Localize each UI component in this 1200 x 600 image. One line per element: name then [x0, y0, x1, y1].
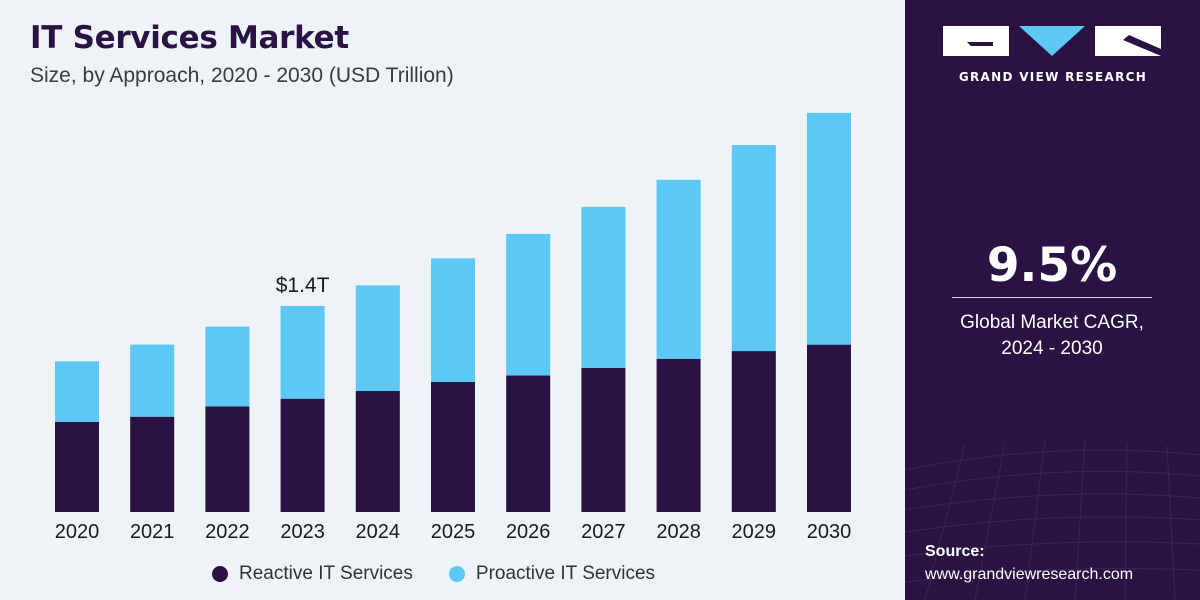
- bar-reactive-2021: [130, 416, 175, 512]
- legend-swatch-reactive: [212, 566, 228, 582]
- chart-subtitle: Size, by Approach, 2020 - 2030 (USD Tril…: [30, 64, 454, 87]
- chart-title: IT Services Market: [30, 20, 349, 56]
- bar-proactive-2028: [656, 179, 701, 359]
- bar-proactive-2027: [581, 206, 626, 368]
- x-tick-label-2022: 2022: [205, 521, 250, 543]
- x-tick-label-2021: 2021: [130, 521, 175, 543]
- bar-reactive-2024: [355, 390, 400, 512]
- cagr-label-line2: 2024 - 2030: [1001, 338, 1103, 359]
- chart-legend: Reactive IT Services Proactive IT Servic…: [212, 563, 691, 585]
- brand-name: GRAND VIEW RESEARCH: [958, 70, 1148, 84]
- source-url[interactable]: www.grandviewresearch.com: [925, 566, 1134, 583]
- decorative-grid-background: [905, 439, 1200, 600]
- bar-reactive-2025: [431, 381, 475, 512]
- cagr-label-line1: Global Market CAGR,: [960, 312, 1144, 333]
- cagr-divider: [952, 297, 1152, 298]
- x-tick-label-2030: 2030: [807, 521, 852, 543]
- bar-proactive-2029: [731, 145, 776, 352]
- bar-reactive-2027: [581, 367, 626, 512]
- legend-item-reactive: Reactive IT Services: [212, 563, 413, 585]
- bar-reactive-2023: [280, 398, 325, 512]
- chart-panel: IT Services Market Size, by Approach, 20…: [30, 20, 852, 585]
- x-tick-label-2023: 2023: [280, 521, 325, 543]
- data-label-2023: $1.4T: [276, 274, 330, 297]
- bar-reactive-2026: [506, 375, 551, 512]
- grand-view-research-logo: [943, 26, 1161, 56]
- x-tick-label-2029: 2029: [732, 521, 777, 543]
- legend-label-proactive: Proactive IT Services: [475, 563, 656, 584]
- x-tick-label-2026: 2026: [506, 521, 551, 543]
- bar-proactive-2022: [205, 326, 250, 407]
- x-tick-label-2027: 2027: [581, 521, 626, 543]
- cagr-value: 9.5%: [986, 238, 1118, 293]
- legend-item-proactive: Proactive IT Services: [448, 563, 656, 585]
- bar-proactive-2030: [807, 112, 851, 345]
- x-tick-label-2025: 2025: [431, 521, 476, 543]
- bar-reactive-2020: [55, 421, 99, 512]
- source-label: Source:: [925, 543, 985, 560]
- bar-reactive-2030: [807, 344, 851, 512]
- bar-proactive-2020: [55, 361, 99, 422]
- x-tick-label-2028: 2028: [656, 521, 701, 543]
- legend-swatch-proactive: [448, 566, 465, 582]
- bar-proactive-2021: [130, 344, 175, 417]
- bar-chart: 2020 2021 2022 2023 $1.4T 2024 2025 2026 2027 202…: [55, 112, 852, 543]
- cagr-label: Global Market CAGR, 2024 - 2030: [935, 310, 1169, 362]
- x-tick-label-2020: 2020: [55, 521, 100, 543]
- bar-reactive-2029: [731, 351, 776, 512]
- legend-label-reactive: Reactive IT Services: [239, 563, 413, 584]
- bar-reactive-2022: [205, 406, 250, 512]
- bar-proactive-2024: [355, 285, 400, 391]
- bar-proactive-2025: [431, 258, 475, 382]
- x-tick-label-2024: 2024: [356, 521, 401, 543]
- bar-reactive-2028: [656, 358, 701, 512]
- bar-proactive-2023: [280, 306, 325, 399]
- sidebar-panel: GRAND VIEW RESEARCH 9.5% Global Market C…: [905, 0, 1200, 600]
- bar-proactive-2026: [506, 233, 551, 376]
